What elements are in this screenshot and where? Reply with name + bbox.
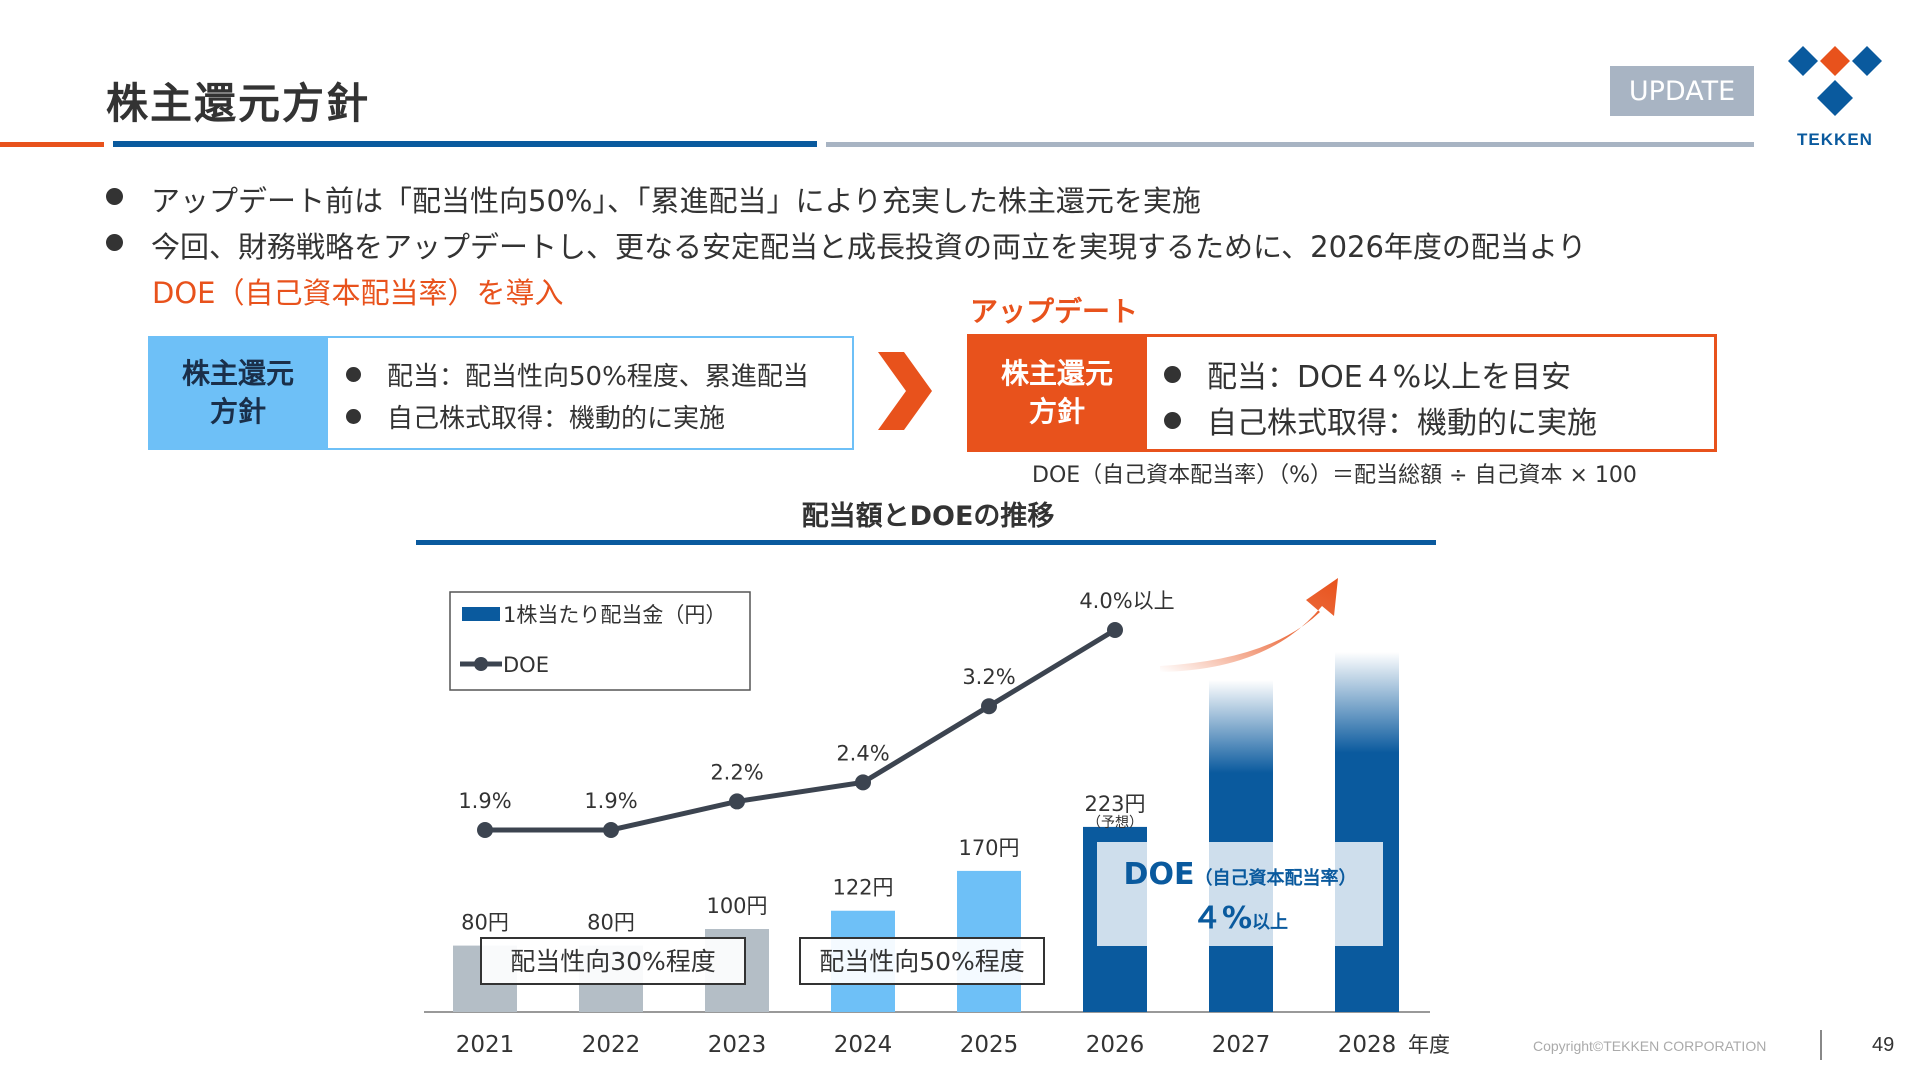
- chart-title: 配当額とDOEの推移: [801, 501, 1055, 532]
- doe-point-2024: [855, 774, 871, 791]
- doe-label-2026: 4.0%以上: [1079, 589, 1174, 613]
- dividend-label-2025: 170円: [958, 836, 1019, 860]
- doe-label-2022: 1.9%: [584, 789, 637, 813]
- policy-before-item-dividend: 配当：配当性向50%程度、累進配当: [346, 356, 809, 393]
- legend-line-marker: [474, 657, 488, 671]
- growth-arrow-icon: [1160, 578, 1338, 672]
- chart-title-rule: [416, 540, 1436, 545]
- update-badge: UPDATE: [1610, 66, 1754, 116]
- doe-label-2024: 2.4%: [836, 741, 889, 765]
- x-tick-2024: 2024: [834, 1032, 893, 1058]
- legend-bar-swatch: [462, 607, 500, 621]
- doe-point-2025: [981, 698, 997, 715]
- doe-point-2021: [477, 822, 493, 838]
- brand-name: TEKKEN: [1797, 130, 1873, 149]
- x-tick-2025: 2025: [960, 1032, 1019, 1058]
- payout50-annotation-box: [799, 937, 1045, 985]
- x-unit-label: 年度: [1408, 1033, 1450, 1057]
- doe-label-2023: 2.2%: [710, 760, 763, 784]
- doe-point-2023: [729, 793, 745, 810]
- x-tick-2021: 2021: [456, 1032, 515, 1058]
- legend-line-label: DOE: [503, 653, 549, 677]
- bullet-dot-icon: [1164, 365, 1181, 383]
- doe-label-2021: 1.9%: [458, 789, 511, 813]
- page-separator: [1820, 1030, 1822, 1060]
- bullet-1-text: アップデート前は「配当性向50%」、「累進配当」により充実した株主還元を実施: [151, 184, 1201, 218]
- future-bar-2028: [1335, 652, 1399, 1012]
- payout30-annotation-text: 配当性向30%程度: [510, 947, 716, 976]
- doe-target-title: DOE（自己資本配当率）: [1124, 857, 1357, 892]
- doe-target-value: ４%以上: [1192, 901, 1288, 936]
- legend-bar-label: 1株当たり配当金（円）: [503, 603, 726, 627]
- dividend-label-2024: 122円: [832, 876, 893, 900]
- copyright: Copyright©TEKKEN CORPORATION: [1533, 1038, 1767, 1054]
- x-tick-2026: 2026: [1086, 1032, 1145, 1058]
- x-tick-2028: 2028: [1338, 1032, 1397, 1058]
- bullet-dot-icon: [346, 367, 361, 382]
- dividend-label-2026: 223円: [1084, 792, 1145, 816]
- doe-target-box: [1097, 842, 1383, 946]
- bullet-dot-icon: [346, 409, 361, 424]
- header-rule-blue: [113, 141, 817, 147]
- bullet-dot-icon: [106, 234, 123, 251]
- dividend-sublabel-2026: （予想）: [1087, 815, 1143, 831]
- page-number: 49: [1872, 1034, 1895, 1056]
- bullet-dot-icon: [106, 188, 123, 205]
- update-label: アップデート: [970, 295, 1139, 328]
- doe-formula: DOE（自己資本配当率）（%）＝配当総額 ÷ 自己資本 × 100: [1032, 463, 1637, 488]
- policy-after-item-buyback: 自己株式取得：機動的に実施: [1164, 398, 1597, 442]
- x-tick-2023: 2023: [708, 1032, 767, 1058]
- x-tick-2027: 2027: [1212, 1032, 1271, 1058]
- policy-before-item-buyback: 自己株式取得：機動的に実施: [346, 398, 725, 435]
- page-title: 株主還元方針: [106, 79, 371, 128]
- policy-before-head: 株主還元 方針: [148, 336, 328, 450]
- chevron-right-icon: [878, 352, 932, 430]
- x-tick-2022: 2022: [582, 1032, 641, 1058]
- tekken-logo-icon: [1788, 46, 1882, 116]
- header-rule-orange: [0, 142, 104, 147]
- dividend-label-2021: 80円: [461, 911, 509, 935]
- doe-point-2022: [603, 822, 619, 838]
- bullet-2-text: 今回、財務戦略をアップデートし、更なる安定配当と成長投資の両立を実現するために、…: [151, 230, 1587, 264]
- doe-introduction-text: DOE（自己資本配当率）を導入: [152, 276, 564, 310]
- header-rule-gray: [826, 142, 1754, 147]
- doe-point-2026: [1107, 622, 1123, 638]
- bullet-dot-icon: [1164, 411, 1181, 429]
- dividend-label-2022: 80円: [587, 911, 635, 935]
- payout30-annotation-box: [480, 937, 746, 985]
- dividend-label-2023: 100円: [706, 894, 767, 918]
- bullet-2: 今回、財務戦略をアップデートし、更なる安定配当と成長投資の両立を実現するために、…: [106, 224, 1586, 266]
- doe-line: [485, 627, 1117, 833]
- payout50-annotation-text: 配当性向50%程度: [819, 947, 1025, 976]
- policy-after-head: 株主還元 方針: [967, 334, 1147, 452]
- doe-label-2025: 3.2%: [962, 665, 1015, 689]
- policy-after-item-dividend: 配当：DOE４%以上を目安: [1164, 352, 1571, 396]
- bullet-1: アップデート前は「配当性向50%」、「累進配当」により充実した株主還元を実施: [106, 178, 1201, 220]
